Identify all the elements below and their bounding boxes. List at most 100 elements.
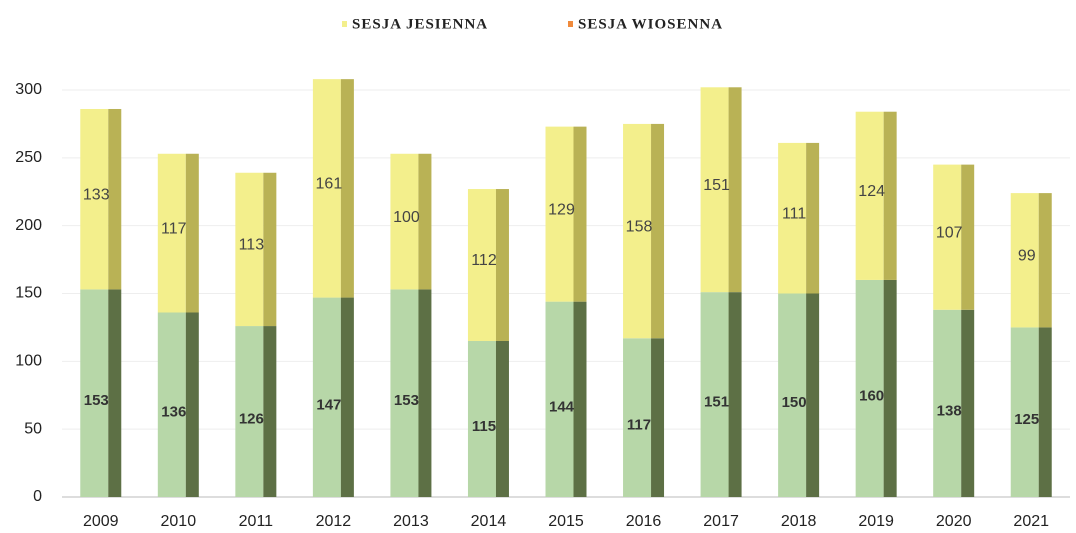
bar-side [1038,327,1052,497]
bar-side [573,301,587,497]
bar-segment [778,142,807,294]
bar-side [728,292,742,497]
y-tick-label: 150 [15,285,42,302]
bar-segment [157,153,186,313]
bar-side [185,312,199,497]
data-label: 158 [626,218,653,235]
data-label: 126 [239,410,264,427]
data-label: 99 [1018,247,1036,264]
data-label: 129 [548,201,575,218]
x-tick-label: 2010 [161,513,197,530]
bar-side [495,189,509,341]
data-label: 125 [1014,411,1039,428]
y-tick-label: 100 [15,353,42,370]
bar-side [806,142,820,294]
data-label: 117 [161,220,187,237]
bar-segment [700,87,729,293]
bar-side [961,309,975,497]
bar-side [108,289,122,497]
x-tick-label: 2016 [626,513,662,530]
x-tick-label: 2018 [781,513,817,530]
bar-side [495,340,509,497]
bar-side [185,153,199,313]
data-label: 100 [393,209,420,226]
x-tick-label: 2011 [239,513,274,530]
bar-segment [312,79,341,298]
bar-segment [390,153,419,290]
bar-side [883,111,897,280]
bar-segment [80,108,109,290]
data-label: 112 [471,252,497,269]
bar-segment [623,338,652,497]
bar-side [806,293,820,497]
x-tick-label: 2013 [393,513,429,530]
y-tick-label: 250 [15,149,42,166]
x-tick-label: 2015 [548,513,584,530]
x-tick-label: 2021 [1013,513,1049,530]
bar-segment [933,309,962,497]
bar-segment [80,289,109,497]
data-label: 115 [472,418,496,435]
data-label: 113 [239,237,265,254]
bar-side [883,279,897,497]
bar-side [728,87,742,293]
y-tick-label: 0 [33,488,42,505]
x-tick-label: 2014 [471,513,507,530]
bar-segment [157,312,186,497]
bar-side [108,108,122,290]
x-tick-label: 2009 [83,513,119,530]
bar-segment [1010,193,1039,328]
x-tick-label: 2020 [936,513,972,530]
data-label: 150 [782,394,807,411]
x-tick-label: 2017 [703,513,739,530]
bar-segment [390,289,419,497]
data-label: 111 [782,205,806,222]
data-label: 124 [858,183,885,200]
bar-segment [235,326,264,497]
bar-side [263,172,277,327]
bar-side [340,79,354,298]
bar-side [1038,193,1052,328]
data-label: 107 [936,224,963,241]
bar-side [340,297,354,497]
bar-side [418,289,432,497]
bar-side [651,338,665,497]
bar-segment [467,340,496,497]
bar-segment [312,297,341,497]
bar-segment [855,111,884,280]
x-tick-label: 2019 [858,513,894,530]
bar-segment [700,292,729,497]
bar-segment [1010,327,1039,497]
bar-segment [467,189,496,341]
y-tick-label: 200 [15,217,42,234]
bar-segment [933,164,962,310]
data-label: 138 [937,402,962,419]
data-label: 117 [627,417,651,434]
bar-side [263,326,277,497]
bar-side [418,153,432,290]
legend-marker [568,21,573,27]
y-tick-label: 300 [15,81,42,98]
x-tick-label: 2012 [316,513,352,530]
data-label: 151 [704,394,729,411]
bar-side [651,123,665,339]
data-label: 151 [703,177,730,194]
bar-segment [545,126,574,302]
bar-segment [623,123,652,339]
y-tick-label: 50 [24,420,42,437]
data-label: 161 [316,176,343,193]
bar-segment [545,301,574,497]
legend-label: SESJA JESIENNA [352,16,488,32]
bar-segment [855,279,884,497]
data-label: 147 [316,396,341,413]
bar-side [961,164,975,310]
data-label: 136 [161,404,186,421]
data-label: 160 [859,387,884,404]
data-label: 153 [84,392,109,409]
data-label: 144 [549,398,575,415]
bar-side [573,126,587,302]
legend-label: SESJA WIOSENNA [578,16,723,32]
legend-marker [342,21,347,27]
bar-segment [778,293,807,497]
